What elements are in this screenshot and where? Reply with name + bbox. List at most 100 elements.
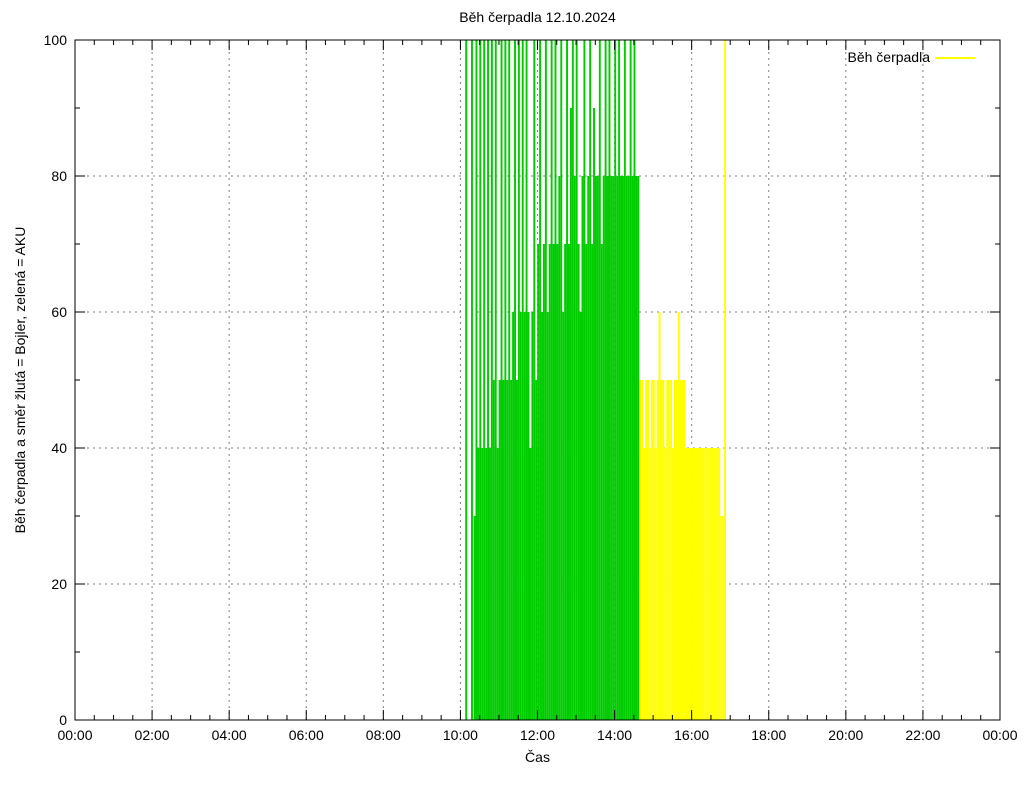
x-tick-label: 12:00	[520, 727, 555, 743]
bar	[562, 312, 564, 720]
y-tick-label: 40	[51, 440, 67, 456]
x-tick-label: 00:00	[57, 727, 92, 743]
bar	[605, 40, 607, 720]
bar	[635, 176, 637, 720]
x-tick-label: 04:00	[212, 727, 247, 743]
bar	[634, 40, 636, 720]
y-axis-label: Běh čerpadla a směr žlutá = Bojler, zele…	[12, 227, 28, 534]
bar	[714, 448, 716, 720]
bar	[684, 380, 686, 720]
bar	[632, 176, 634, 720]
bar	[529, 448, 531, 720]
x-axis-label: Čas	[525, 749, 550, 765]
bar	[471, 40, 473, 720]
bar	[549, 244, 551, 720]
bar	[614, 40, 616, 720]
bar	[722, 516, 724, 720]
bar	[716, 448, 718, 720]
x-tick-label: 20:00	[828, 727, 863, 743]
bar	[589, 40, 591, 720]
bar	[508, 40, 510, 720]
bar	[504, 40, 506, 720]
bar	[647, 380, 649, 720]
bar	[535, 380, 537, 720]
bar	[607, 176, 609, 720]
bar	[479, 40, 481, 720]
bar	[512, 312, 514, 720]
bar	[705, 448, 707, 720]
bar	[568, 244, 570, 720]
bar	[501, 40, 503, 720]
y-tick-label: 60	[51, 304, 67, 320]
bar	[703, 448, 705, 720]
bar	[659, 312, 661, 720]
bar	[533, 40, 535, 720]
bar	[701, 448, 703, 720]
bar	[653, 380, 655, 720]
bar	[514, 40, 516, 720]
bar	[612, 176, 614, 720]
pump-run-chart: Běh čerpadla 12.10.202400:0002:0004:0006…	[0, 0, 1024, 800]
bar	[666, 380, 668, 720]
bar	[516, 380, 518, 720]
bar	[637, 176, 639, 720]
bar	[643, 448, 645, 720]
bar	[476, 40, 478, 720]
bar	[537, 244, 539, 720]
bar	[587, 176, 589, 720]
y-tick-label: 80	[51, 168, 67, 184]
bar	[674, 380, 676, 720]
bar	[672, 448, 674, 720]
x-tick-label: 00:00	[982, 727, 1017, 743]
bar	[593, 108, 595, 720]
bar	[574, 176, 576, 720]
x-tick-label: 02:00	[135, 727, 170, 743]
bar	[603, 176, 605, 720]
bar	[506, 380, 508, 720]
bar	[551, 40, 553, 720]
bar	[620, 176, 622, 720]
bar	[553, 244, 555, 720]
bar	[622, 176, 624, 720]
bar	[709, 448, 711, 720]
bar	[686, 448, 688, 720]
bar	[618, 40, 620, 720]
bar	[691, 448, 693, 720]
bar	[664, 448, 666, 720]
bar	[502, 380, 504, 720]
bar	[599, 40, 601, 720]
bar	[695, 448, 697, 720]
bar	[662, 380, 664, 720]
bar	[687, 448, 689, 720]
bar	[583, 40, 585, 720]
bar	[724, 40, 726, 720]
bar	[564, 244, 566, 720]
bar	[541, 312, 543, 720]
bar	[489, 448, 491, 720]
bar	[641, 380, 643, 720]
bar	[697, 448, 699, 720]
chart-title: Běh čerpadla 12.10.2024	[459, 9, 616, 25]
bar	[522, 40, 524, 720]
bar	[582, 176, 584, 720]
bar	[628, 176, 630, 720]
bar	[655, 448, 657, 720]
bar	[676, 380, 678, 720]
x-tick-label: 08:00	[366, 727, 401, 743]
bar	[477, 448, 479, 720]
bar	[570, 108, 572, 720]
bar	[555, 40, 557, 720]
legend-label: Běh čerpadla	[847, 49, 930, 65]
bar	[528, 312, 530, 720]
bar	[595, 176, 597, 720]
bar	[707, 448, 709, 720]
bar	[680, 380, 682, 720]
y-tick-label: 100	[44, 32, 68, 48]
bar	[510, 380, 512, 720]
bar	[610, 176, 612, 720]
bar	[713, 448, 715, 720]
bar	[591, 244, 593, 720]
bar	[491, 40, 493, 720]
bar	[682, 380, 684, 720]
bar	[481, 448, 483, 720]
